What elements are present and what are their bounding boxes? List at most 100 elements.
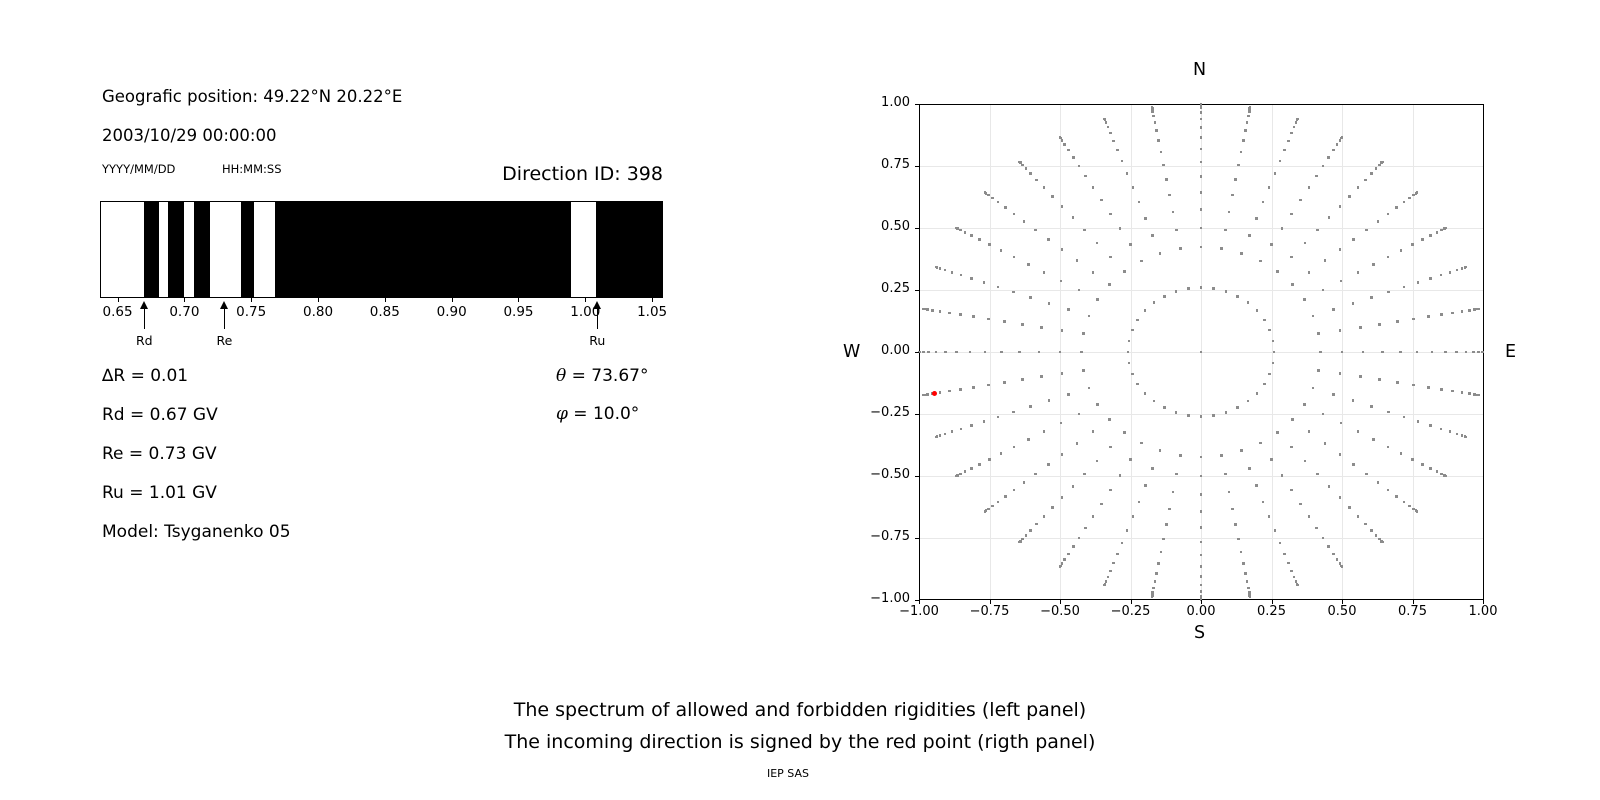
direction-grid-dot	[986, 507, 990, 511]
direction-grid-dot	[1303, 403, 1306, 406]
direction-grid-dot	[1276, 431, 1279, 434]
direction-grid-dot	[944, 350, 947, 354]
geo-position-text: Geografic position: 49.22°N 20.22°E	[102, 87, 403, 106]
direction-grid-dot	[1280, 473, 1284, 477]
direction-grid-dot	[1352, 237, 1356, 241]
direction-grid-dot	[1071, 545, 1075, 548]
direction-grid-dot	[1248, 594, 1252, 598]
direction-grid-dot	[1359, 325, 1362, 329]
direction-grid-dot	[1137, 200, 1141, 204]
direction-grid-dot	[999, 452, 1003, 455]
direction-grid-dot	[1270, 243, 1273, 246]
forbidden-band	[144, 202, 159, 297]
direction-grid-dot	[1178, 247, 1182, 250]
direction-grid-dot	[1012, 290, 1015, 294]
direction-grid-dot	[1363, 522, 1367, 526]
direction-grid-dot	[1370, 172, 1373, 175]
rigidity-spectrum-plot	[100, 201, 663, 298]
direction-grid-dot	[1224, 472, 1227, 476]
direction-grid-dot	[1067, 393, 1070, 396]
direction-grid-dot	[1095, 241, 1099, 245]
spectrum-x-tick-label: 0.70	[169, 304, 200, 320]
direction-grid-dot	[921, 350, 925, 354]
direction-grid-dot	[1118, 473, 1122, 477]
direction-grid-dot	[1273, 529, 1277, 532]
direction-grid-dot	[978, 238, 982, 241]
direction-grid-dot	[1239, 550, 1243, 554]
direction-grid-dot	[1162, 537, 1165, 541]
direction-grid-dot	[1158, 252, 1162, 255]
direction-grid-dot	[1199, 111, 1203, 114]
direction-grid-dot	[1051, 195, 1054, 198]
direction-grid-dot	[1280, 227, 1284, 230]
direction-grid-dot	[1420, 238, 1424, 241]
direction-grid-dot	[1318, 350, 1322, 354]
direction-grid-dot	[1290, 445, 1293, 449]
direction-grid-dot	[1477, 350, 1481, 354]
direction-grid-dot	[1338, 139, 1342, 142]
direction-grid-dot	[1227, 210, 1231, 214]
direction-grid-dot	[970, 424, 973, 427]
caption-line-2: The incoming direction is signed by the …	[504, 731, 1096, 753]
spectrum-x-tick-label: 0.85	[369, 304, 400, 320]
cutoff-arrow-icon	[220, 301, 229, 309]
direction-grid-dot	[1174, 411, 1178, 414]
direction-grid-dot	[1387, 410, 1390, 414]
direction-grid-dot	[1151, 110, 1155, 113]
direction-grid-dot	[1199, 455, 1203, 459]
direction-grid-dot	[948, 389, 951, 393]
direction-grid-dot	[1439, 427, 1443, 431]
direction-grid-dot	[934, 265, 938, 269]
direction-grid-dot	[1473, 308, 1476, 311]
direction-grid-dot	[1231, 193, 1234, 197]
direction-grid-dot	[1276, 270, 1279, 273]
direction-grid-dot	[1448, 270, 1452, 274]
direction-grid-dot	[1262, 318, 1266, 322]
direction-grid-dot	[1460, 310, 1464, 313]
direction-x-tick-label: −0.25	[1110, 604, 1151, 619]
direction-grid-dot	[1420, 463, 1424, 466]
direction-grid-dot	[955, 226, 959, 230]
direction-grid-dot	[955, 350, 959, 354]
direction-grid-dot	[1408, 196, 1411, 200]
direction-grid-dot	[1338, 562, 1342, 565]
spectrum-x-tick-label: 0.90	[436, 304, 467, 320]
direction-grid-dot	[1116, 552, 1119, 556]
direction-grid-dot	[1060, 139, 1064, 142]
direction-grid-dot	[938, 310, 942, 313]
cutoff-marker-label: Ru	[589, 333, 606, 348]
direction-grid-dot	[999, 249, 1003, 252]
direction-grid-dot	[1021, 323, 1024, 326]
direction-grid-dot	[1071, 216, 1075, 219]
direction-grid-dot	[1103, 583, 1106, 587]
direction-grid-dot	[1109, 255, 1112, 259]
direction-grid-dot	[1046, 237, 1050, 241]
direction-grid-dot	[1187, 413, 1190, 417]
model-label: Model: Tsyganenko 05	[102, 522, 291, 542]
direction-grid-dot	[1287, 561, 1290, 565]
direction-grid-dot	[1299, 502, 1302, 506]
direction-grid-dot	[1108, 418, 1111, 421]
direction-grid-dot	[1338, 453, 1342, 456]
direction-x-tick	[989, 600, 991, 604]
direction-grid-dot	[1464, 435, 1468, 439]
direction-grid-dot	[959, 228, 962, 232]
direction-grid-dot	[1245, 121, 1249, 124]
direction-grid-dot	[1060, 453, 1064, 456]
direction-grid-dot	[1268, 372, 1271, 376]
direction-grid-dot	[1338, 372, 1342, 375]
direction-grid-dot	[1246, 301, 1250, 305]
cutoff-arrow-stem	[143, 308, 145, 329]
direction-grid-dot	[1212, 287, 1215, 291]
direction-grid-dot	[1317, 332, 1320, 336]
direction-grid-dot	[1247, 586, 1250, 590]
direction-x-tick-label: 1.00	[1468, 604, 1498, 619]
direction-grid-dot	[1408, 504, 1411, 508]
direction-grid-dot	[1427, 385, 1430, 389]
credit-label: IEP SAS	[766, 767, 810, 780]
direction-grid-dot	[1157, 562, 1160, 565]
direction-grid-dot	[1125, 172, 1129, 175]
direction-grid-dot	[1199, 590, 1203, 593]
direction-grid-dot	[1199, 286, 1203, 290]
direction-grid-dot	[921, 307, 925, 311]
